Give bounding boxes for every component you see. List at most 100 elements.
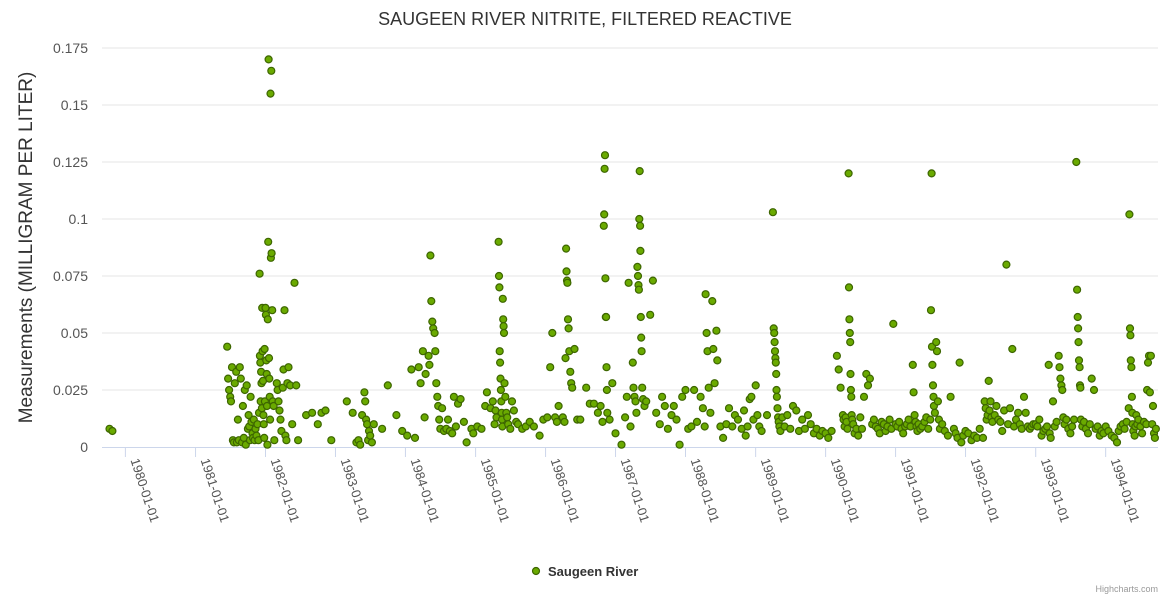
data-point[interactable]	[276, 415, 285, 424]
data-point[interactable]	[1002, 260, 1011, 269]
data-point[interactable]	[631, 397, 640, 406]
data-point[interactable]	[416, 379, 425, 388]
data-point[interactable]	[635, 221, 645, 230]
data-point[interactable]	[246, 392, 255, 401]
data-point[interactable]	[410, 433, 420, 442]
data-point[interactable]	[701, 290, 710, 299]
data-point[interactable]	[435, 415, 444, 424]
data-point[interactable]	[1112, 438, 1122, 447]
data-point[interactable]	[846, 338, 855, 347]
data-point[interactable]	[1005, 404, 1015, 413]
data-point[interactable]	[1044, 360, 1053, 369]
data-point[interactable]	[431, 347, 440, 356]
data-point[interactable]	[503, 413, 512, 422]
data-point[interactable]	[348, 408, 357, 417]
data-point[interactable]	[238, 401, 247, 411]
data-point[interactable]	[943, 431, 953, 440]
data-point[interactable]	[235, 363, 244, 372]
data-point[interactable]	[928, 381, 938, 390]
data-point[interactable]	[448, 429, 457, 438]
data-point[interactable]	[1085, 420, 1094, 429]
data-point[interactable]	[449, 392, 458, 401]
data-point[interactable]	[689, 385, 699, 395]
data-point[interactable]	[430, 328, 439, 338]
data-point[interactable]	[233, 415, 242, 424]
data-point[interactable]	[425, 360, 434, 369]
data-point[interactable]	[859, 392, 869, 401]
data-point[interactable]	[264, 55, 273, 64]
data-point[interactable]	[978, 433, 988, 442]
data-point[interactable]	[660, 401, 669, 411]
data-point[interactable]	[459, 417, 468, 426]
data-point[interactable]	[928, 360, 937, 369]
data-point[interactable]	[957, 438, 966, 447]
data-point[interactable]	[292, 381, 301, 390]
data-point[interactable]	[600, 210, 609, 219]
data-point[interactable]	[633, 262, 642, 271]
data-point[interactable]	[889, 319, 898, 328]
data-point[interactable]	[1072, 157, 1081, 167]
data-point[interactable]	[700, 422, 709, 431]
data-point[interactable]	[383, 381, 392, 390]
data-point[interactable]	[885, 415, 894, 424]
data-point[interactable]	[617, 440, 626, 449]
data-point[interactable]	[672, 415, 681, 424]
data-point[interactable]	[938, 420, 947, 429]
data-point[interactable]	[800, 424, 810, 433]
data-point[interactable]	[984, 376, 993, 385]
data-point[interactable]	[629, 383, 638, 392]
data-point[interactable]	[910, 411, 919, 420]
data-point[interactable]	[909, 388, 918, 397]
data-point[interactable]	[477, 424, 486, 433]
data-point[interactable]	[432, 379, 441, 388]
data-point[interactable]	[1066, 429, 1075, 438]
data-point[interactable]	[601, 312, 611, 322]
data-point[interactable]	[1008, 344, 1017, 354]
data-point[interactable]	[313, 420, 322, 429]
data-point[interactable]	[924, 424, 933, 433]
data-point[interactable]	[1069, 415, 1079, 424]
data-point[interactable]	[772, 392, 782, 401]
data-point[interactable]	[1074, 356, 1084, 365]
data-point[interactable]	[1143, 358, 1153, 367]
data-point[interactable]	[772, 369, 781, 379]
data-point[interactable]	[1055, 363, 1064, 372]
data-point[interactable]	[342, 397, 351, 406]
data-point[interactable]	[255, 269, 264, 278]
data-point[interactable]	[757, 426, 766, 436]
data-point[interactable]	[611, 429, 620, 438]
data-point[interactable]	[932, 347, 942, 356]
data-point[interactable]	[261, 303, 270, 312]
data-point[interactable]	[1067, 422, 1077, 431]
data-point[interactable]	[266, 415, 275, 424]
data-point[interactable]	[428, 317, 437, 326]
data-point[interactable]	[270, 436, 279, 445]
data-point[interactable]	[226, 397, 236, 406]
data-point[interactable]	[599, 221, 608, 230]
data-point[interactable]	[635, 214, 644, 224]
data-point[interactable]	[836, 383, 845, 392]
data-point[interactable]	[242, 381, 251, 390]
data-point[interactable]	[696, 392, 705, 401]
data-point[interactable]	[407, 365, 416, 374]
data-point[interactable]	[667, 411, 676, 420]
data-point[interactable]	[608, 379, 617, 388]
data-point[interactable]	[223, 342, 232, 351]
data-point[interactable]	[414, 363, 423, 372]
data-point[interactable]	[264, 354, 274, 363]
data-point[interactable]	[1072, 285, 1082, 294]
data-point[interactable]	[564, 324, 573, 333]
data-point[interactable]	[712, 326, 721, 335]
data-point[interactable]	[773, 404, 782, 413]
data-point[interactable]	[1126, 331, 1135, 340]
data-point[interactable]	[743, 422, 752, 431]
data-point[interactable]	[462, 438, 471, 447]
data-point[interactable]	[857, 424, 867, 433]
data-point[interactable]	[706, 408, 715, 417]
data-point[interactable]	[308, 408, 317, 417]
data-point[interactable]	[1054, 351, 1063, 360]
data-point[interactable]	[1083, 429, 1093, 438]
data-point[interactable]	[1075, 363, 1084, 372]
data-point[interactable]	[624, 278, 633, 287]
data-point[interactable]	[443, 415, 453, 424]
